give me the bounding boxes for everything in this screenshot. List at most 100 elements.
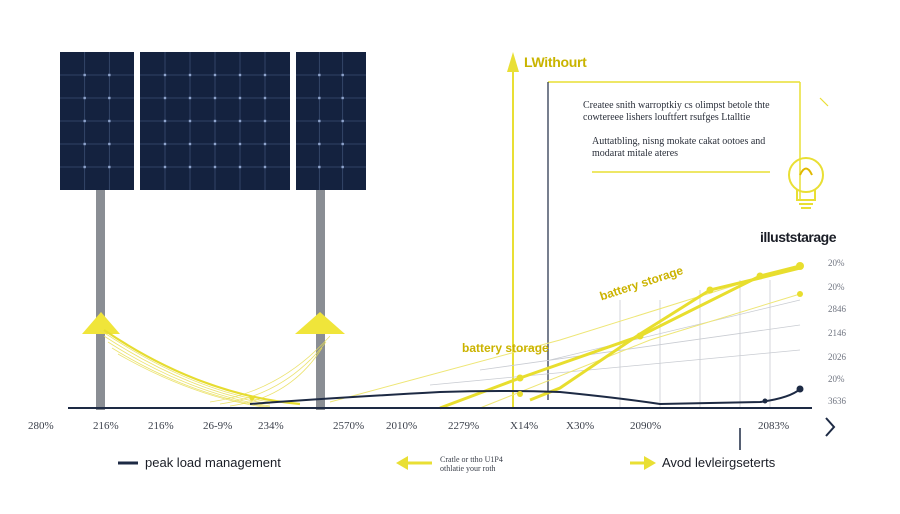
panel-cell-node xyxy=(318,119,321,123)
panel-cell-node xyxy=(213,142,217,146)
x-tick-label: 2279% xyxy=(448,420,480,432)
panel-cell-node xyxy=(108,142,111,146)
callout-note-line: Createe snith warroptkiy cs olimpst beto… xyxy=(583,100,770,111)
pole-right xyxy=(316,190,325,410)
arrow-left-icon xyxy=(396,456,432,470)
panel-cell-node xyxy=(341,142,344,146)
right-tick-label: 20% xyxy=(828,258,845,268)
panel-cell-node xyxy=(108,165,111,169)
right-tick-label: 2846 xyxy=(828,304,846,314)
panel-cell-node xyxy=(188,119,192,123)
panel-cell-node xyxy=(318,165,321,169)
thin-yellow-line-2 xyxy=(479,293,801,409)
panel-cell-node xyxy=(263,142,267,146)
warning-triangle-right xyxy=(295,312,345,334)
panel-cell-node xyxy=(238,73,242,77)
panel-cell-node xyxy=(188,142,192,146)
top-label: LWithourt xyxy=(524,54,587,70)
panel-cell-node xyxy=(163,73,167,77)
callout-note: Createe snith warroptkiy cs olimpst beto… xyxy=(583,100,770,124)
panel-cell-node xyxy=(238,142,242,146)
panel-cell-node xyxy=(341,119,344,123)
right-tick-label: 3636 xyxy=(828,396,846,406)
panel-cell-node xyxy=(263,96,267,100)
panel-cell-node xyxy=(83,165,86,169)
x-tick-label: 2010% xyxy=(386,420,418,432)
middle-caption-line: Cratle or ttho U1P4 xyxy=(440,455,503,464)
thin-yellow-line-1 xyxy=(329,264,801,403)
panel-cell-node xyxy=(318,142,321,146)
callout-note-line: cowtereee lishers louftfert rsufges Ltal… xyxy=(583,112,751,123)
panel-cell-node xyxy=(108,119,111,123)
panel-cell-node xyxy=(318,96,321,100)
callout-note-line: modarat mitale ateres xyxy=(592,148,679,159)
panel-cell-node xyxy=(83,96,86,100)
x-tick-label: 26-9% xyxy=(203,420,233,432)
arrow-right-icon xyxy=(630,456,656,470)
x-tick-label: 280% xyxy=(28,420,54,432)
panel-cell-node xyxy=(83,142,86,146)
panel-cell-node xyxy=(188,165,192,169)
panel-cell-node xyxy=(341,165,344,169)
lightbulb-icon xyxy=(788,97,829,209)
right-tick-label: 2026 xyxy=(828,352,846,362)
panel-cell-node xyxy=(188,96,192,100)
x-tick-label: 2570% xyxy=(333,420,365,432)
grid-lines xyxy=(429,280,801,408)
load-curve-marker xyxy=(762,398,768,404)
right-tick-label: 20% xyxy=(828,374,845,384)
panel-cell-node xyxy=(238,165,242,169)
panel-cell-node xyxy=(213,73,217,77)
x-tick-label: 216% xyxy=(93,420,119,432)
callout-note-line: Auttatbling, nisng mokate cakat ootoes a… xyxy=(592,136,766,147)
warning-triangle-left xyxy=(82,312,120,334)
x-tick-label: 234% xyxy=(258,420,284,432)
panel-cell-node xyxy=(163,165,167,169)
panel-cell-node xyxy=(341,73,344,77)
panel-cell-node xyxy=(318,73,321,77)
right-tick-label: 2146 xyxy=(828,328,846,338)
solar-panels xyxy=(60,52,366,190)
panel-cell-node xyxy=(163,96,167,100)
x-tick-label: X30% xyxy=(566,420,595,432)
callout-note-2: Auttatbling, nisng mokate cakat ootoes a… xyxy=(592,136,765,160)
panel-cell-node xyxy=(341,96,344,100)
load-curve-end-marker xyxy=(796,385,804,393)
battery-storage-label: battery storage xyxy=(462,341,549,355)
illus-label: illuststarage xyxy=(760,229,836,245)
hatched-arc-right xyxy=(209,335,331,407)
panel-cell-node xyxy=(108,96,111,100)
panel-cell-node xyxy=(238,96,242,100)
load-curve xyxy=(249,388,801,406)
right-tick-label: 20% xyxy=(828,282,845,292)
panel-cell-node xyxy=(163,142,167,146)
middle-caption-line: othlatie your roth xyxy=(440,464,496,473)
curve-markers xyxy=(249,262,804,401)
peak-load-label: peak load management xyxy=(145,455,281,470)
x-tick-label: 2083% xyxy=(758,420,790,432)
panel-cell-node xyxy=(263,165,267,169)
panel-cell-node xyxy=(213,96,217,100)
x-tick-label: X14% xyxy=(510,420,539,432)
avoid-label: Avod levleirgseterts xyxy=(662,455,776,470)
panel-cell-node xyxy=(213,119,217,123)
arrow-up-icon xyxy=(507,52,519,72)
panel-cell-node xyxy=(263,119,267,123)
middle-caption: Cratle or ttho U1P4 othlatie your roth xyxy=(440,455,503,473)
chevron-right-icon xyxy=(825,417,836,437)
x-tick-label: 216% xyxy=(148,420,174,432)
panel-cell-node xyxy=(83,119,86,123)
panel-cell-node xyxy=(263,73,267,77)
panel-cell-node xyxy=(108,73,111,77)
panel-cell-node xyxy=(188,73,192,77)
panel-cell-node xyxy=(163,119,167,123)
panel-cell-node xyxy=(83,73,86,77)
x-tick-label: 2090% xyxy=(630,420,662,432)
hatched-arc-left xyxy=(99,329,271,409)
yellow-dip-curve xyxy=(103,329,301,406)
pole-left xyxy=(96,190,105,410)
rising-curve-main xyxy=(529,266,801,402)
panel-cell-node xyxy=(238,119,242,123)
panel-cell-node xyxy=(213,165,217,169)
